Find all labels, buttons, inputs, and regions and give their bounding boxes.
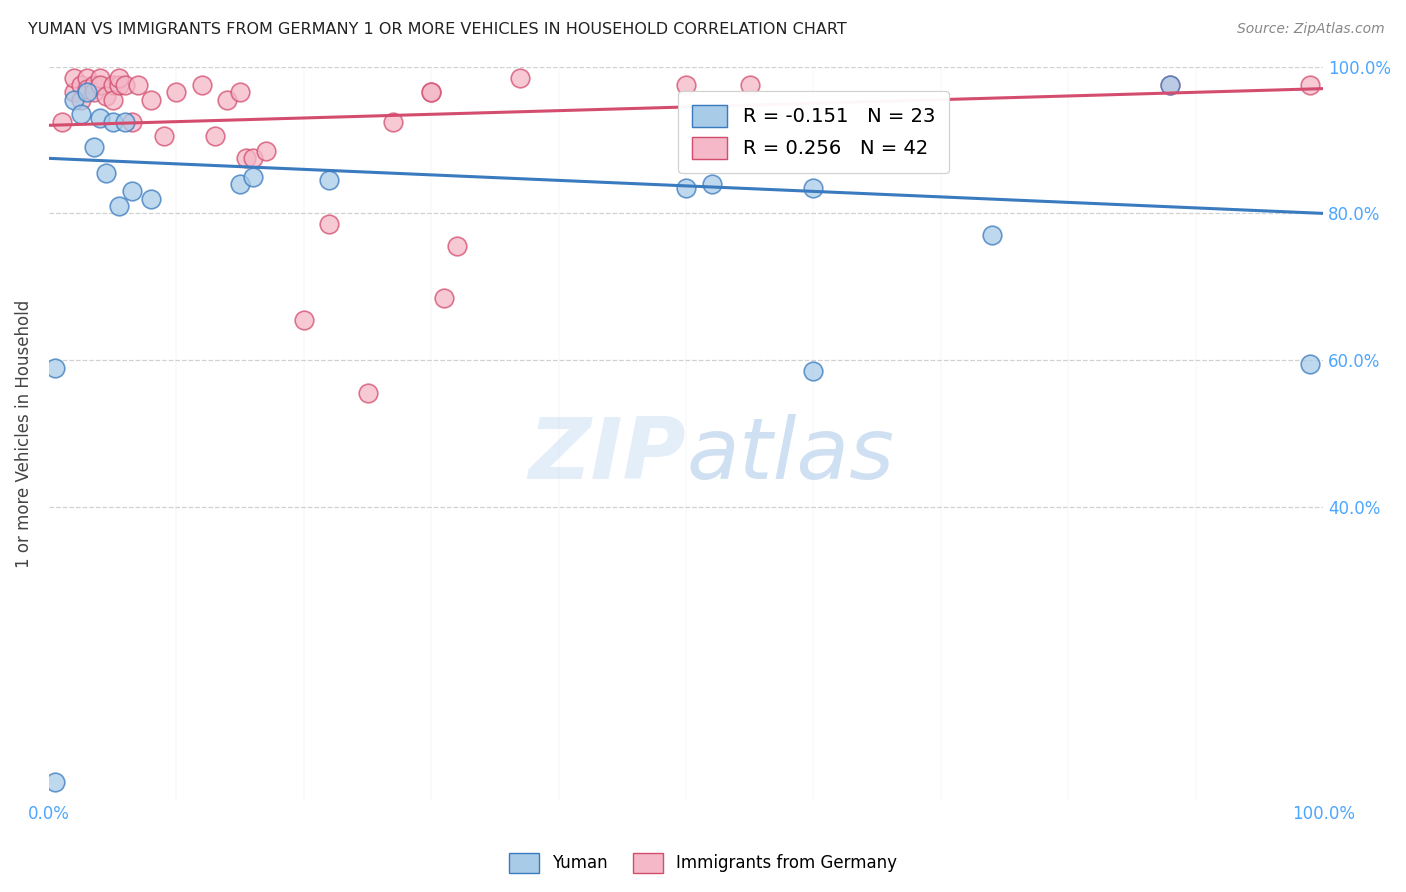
Point: [1159, 78, 1181, 92]
Point: [121, 114, 143, 128]
Point: [63, 93, 86, 107]
Point: [76, 70, 98, 85]
Point: [165, 85, 187, 99]
Point: [980, 228, 1002, 243]
Point: [121, 185, 143, 199]
Point: [446, 239, 468, 253]
Point: [69, 93, 91, 107]
Point: [191, 78, 214, 92]
Text: YUMAN VS IMMIGRANTS FROM GERMANY 1 OR MORE VEHICLES IN HOUSEHOLD CORRELATION CHA: YUMAN VS IMMIGRANTS FROM GERMANY 1 OR MO…: [28, 22, 846, 37]
Point: [318, 218, 340, 232]
Point: [76, 85, 98, 99]
Point: [420, 85, 443, 99]
Point: [242, 169, 264, 184]
Point: [217, 93, 239, 107]
Point: [96, 89, 118, 103]
Point: [63, 70, 86, 85]
Point: [318, 173, 340, 187]
Point: [1299, 357, 1322, 371]
Point: [96, 166, 118, 180]
Point: [108, 199, 131, 213]
Text: atlas: atlas: [686, 414, 894, 497]
Point: [675, 78, 697, 92]
Point: [803, 364, 825, 378]
Point: [433, 291, 456, 305]
Point: [356, 386, 378, 401]
Point: [83, 140, 105, 154]
Point: [51, 114, 73, 128]
Point: [229, 177, 252, 191]
Point: [83, 85, 105, 99]
Point: [152, 129, 174, 144]
Point: [127, 78, 149, 92]
Point: [139, 93, 162, 107]
Point: [420, 85, 443, 99]
Point: [1299, 78, 1322, 92]
Point: [254, 144, 277, 158]
Point: [76, 81, 98, 95]
Point: [242, 152, 264, 166]
Point: [229, 85, 252, 99]
Point: [675, 180, 697, 194]
Y-axis label: 1 or more Vehicles in Household: 1 or more Vehicles in Household: [15, 300, 32, 567]
Point: [101, 78, 124, 92]
Point: [69, 107, 91, 121]
Point: [89, 111, 111, 125]
Point: [63, 85, 86, 99]
Legend: Yuman, Immigrants from Germany: Yuman, Immigrants from Germany: [502, 847, 904, 880]
Legend: R = -0.151   N = 23, R = 0.256   N = 42: R = -0.151 N = 23, R = 0.256 N = 42: [679, 91, 949, 173]
Point: [108, 70, 131, 85]
Point: [101, 93, 124, 107]
Point: [89, 78, 111, 92]
Text: ZIP: ZIP: [529, 414, 686, 497]
Point: [69, 78, 91, 92]
Point: [235, 152, 257, 166]
Point: [292, 313, 315, 327]
Point: [114, 114, 136, 128]
Point: [108, 78, 131, 92]
Point: [89, 70, 111, 85]
Point: [114, 78, 136, 92]
Point: [509, 70, 531, 85]
Point: [738, 78, 761, 92]
Point: [44, 360, 66, 375]
Point: [101, 114, 124, 128]
Point: [139, 192, 162, 206]
Point: [44, 775, 66, 789]
Point: [204, 129, 226, 144]
Point: [83, 78, 105, 92]
Point: [803, 180, 825, 194]
Point: [700, 177, 723, 191]
Point: [1159, 78, 1181, 92]
Text: Source: ZipAtlas.com: Source: ZipAtlas.com: [1237, 22, 1385, 37]
Point: [382, 114, 405, 128]
